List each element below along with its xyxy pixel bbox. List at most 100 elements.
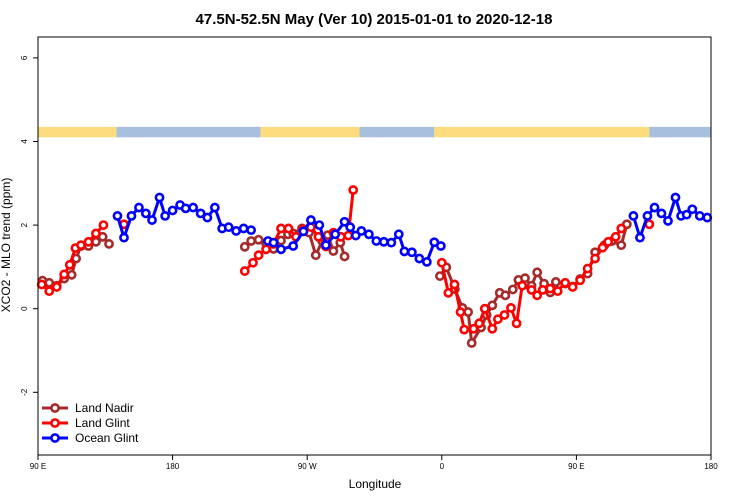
point-land-glint-3-3 [455, 307, 466, 317]
series-layer [36, 185, 713, 348]
strip-land-0 [38, 126, 117, 138]
point-land-glint-0-2 [51, 282, 62, 292]
point-ocean-glint-1-23 [435, 241, 446, 251]
point-land-nadir-1-10 [310, 250, 321, 261]
point-ocean-glint-1-15 [378, 236, 389, 247]
point-ocean-glint-0-1 [119, 232, 129, 243]
y-tick-label-3: 4 [20, 139, 29, 144]
point-land-glint-3-16 [537, 284, 548, 295]
point-land-glint-3-27 [616, 223, 627, 234]
point-ocean-glint-2-5 [663, 216, 673, 226]
point-ocean-glint-2-9 [687, 204, 698, 215]
point-land-glint-0-8 [91, 228, 101, 239]
point-ocean-glint-0-2 [126, 211, 137, 221]
strip-land-4 [434, 126, 650, 138]
point-land-nadir-1-1 [246, 236, 257, 246]
point-land-nadir-1-2 [253, 234, 264, 245]
point-ocean-glint-2-2 [642, 211, 653, 221]
y-axis-label: XCO2 - MLO trend (ppm) [0, 178, 13, 313]
point-land-glint-2-6 [283, 223, 294, 234]
point-land-nadir-2-11 [507, 284, 518, 295]
point-land-nadir-0-10 [104, 239, 114, 249]
point-ocean-glint-1-17 [393, 229, 404, 240]
legend-label-2: Ocean Glint [75, 431, 139, 445]
strip-ocean-1 [116, 126, 261, 138]
land-ocean-strip [38, 126, 711, 138]
point-land-glint-0-0 [36, 279, 47, 290]
point-land-glint-3-19 [560, 277, 571, 288]
point-land-glint-3-25 [603, 236, 614, 247]
point-land-nadir-2-26 [616, 240, 627, 251]
point-ocean-glint-0-3 [134, 202, 144, 213]
x-tick-label-2: 90 W [298, 462, 317, 471]
legend-marker-0 [50, 403, 60, 413]
point-ocean-glint-0-0 [112, 211, 123, 221]
legend-marker-2 [50, 433, 60, 443]
x-axis-label: Longitude [349, 477, 402, 491]
legend-label-0: Land Nadir [75, 401, 134, 415]
point-land-glint-0-1 [44, 286, 55, 297]
point-land-nadir-2-18 [550, 277, 561, 287]
point-ocean-glint-2-0 [628, 211, 639, 221]
point-ocean-glint-0-7 [160, 211, 171, 221]
x-axis: 90 E 180 90 W 0 90 E 180 [30, 455, 718, 471]
point-land-glint-3-6 [474, 318, 485, 329]
point-ocean-glint-1-13 [363, 229, 374, 240]
point-ocean-glint-2-11 [702, 212, 713, 223]
point-land-glint-3-12 [511, 318, 522, 329]
x-tick-label-0: 90 E [30, 462, 46, 471]
point-ocean-glint-0-18 [238, 223, 249, 234]
point-land-nadir-2-10 [500, 290, 511, 301]
point-land-nadir-1-0 [239, 241, 250, 252]
point-land-glint-3-26 [610, 231, 621, 242]
y-tick-label-1: 0 [20, 306, 29, 311]
point-land-glint-3-5 [468, 323, 479, 334]
point-ocean-glint-2-3 [649, 202, 660, 213]
point-land-glint-3-13 [517, 280, 528, 291]
point-land-nadir-1-15 [339, 251, 350, 262]
point-land-nadir-1-13 [328, 246, 339, 256]
point-ocean-glint-1-21 [421, 256, 432, 267]
x-tick-label-1: 180 [166, 462, 180, 471]
point-ocean-glint-0-10 [180, 203, 191, 214]
point-land-glint-3-23 [590, 253, 600, 264]
point-land-glint-3-15 [532, 290, 543, 301]
point-ocean-glint-0-8 [167, 205, 178, 216]
point-land-glint-0-3 [59, 269, 70, 280]
point-ocean-glint-1-18 [399, 246, 410, 257]
point-ocean-glint-2-4 [656, 208, 667, 219]
series-ocean-glint [112, 192, 713, 267]
point-ocean-glint-1-12 [356, 226, 367, 236]
x-tick-label-5: 180 [704, 462, 718, 471]
point-land-nadir-2-5 [466, 338, 477, 348]
point-land-glint-3-11 [506, 302, 516, 313]
legend-label-1: Land Glint [75, 416, 130, 430]
point-ocean-glint-2-8 [681, 209, 692, 220]
point-land-nadir-0-4 [66, 269, 77, 280]
point-land-glint-3-1 [443, 287, 454, 298]
x-tick-label-3: 0 [440, 462, 445, 471]
point-land-glint-3-4 [459, 324, 470, 335]
point-land-glint-0-9 [98, 220, 109, 230]
point-ocean-glint-2-1 [635, 232, 645, 243]
point-ocean-glint-1-20 [414, 253, 425, 264]
point-land-glint-0-6 [76, 240, 86, 251]
point-land-glint-3-7 [479, 303, 490, 314]
y-tick-label-4: 6 [20, 55, 29, 60]
point-land-glint-3-20 [567, 282, 578, 292]
point-ocean-glint-1-2 [276, 244, 286, 255]
point-ocean-glint-2-6 [670, 192, 681, 203]
point-ocean-glint-1-9 [339, 216, 350, 227]
x-tick-label-4: 90 E [568, 462, 584, 471]
point-ocean-glint-2-10 [694, 211, 705, 221]
point-ocean-glint-0-16 [223, 222, 234, 233]
point-land-glint-2-3 [261, 244, 271, 255]
point-land-nadir-2-15 [532, 267, 543, 278]
y-tick-label-0: -2 [20, 388, 29, 396]
point-ocean-glint-0-12 [195, 208, 206, 219]
legend-marker-1 [50, 418, 60, 428]
series-land-glint [36, 185, 655, 335]
point-land-glint-3-0 [436, 257, 447, 268]
point-ocean-glint-1-8 [330, 229, 341, 240]
